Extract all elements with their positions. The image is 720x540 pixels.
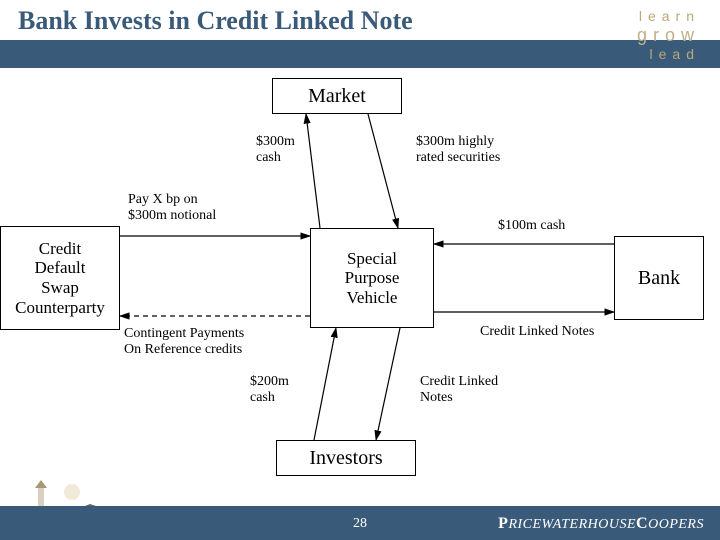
node-investors: Investors xyxy=(276,440,416,476)
tagline-lead: lead xyxy=(650,46,700,62)
diagram-area: Market CreditDefaultSwapCounterparty Speci… xyxy=(0,70,720,500)
edge-label: Pay X bp on$300m notional xyxy=(128,192,216,224)
edge-label: $300mcash xyxy=(256,134,295,166)
node-market: Market xyxy=(272,78,402,114)
tagline-learn: learn xyxy=(639,8,700,24)
edge-label: $300m highlyrated securities xyxy=(416,134,500,166)
footer-bar: 28 PRICEWATERHOUSECOOPERS xyxy=(0,506,720,540)
tagline: learn grow lead xyxy=(637,8,700,63)
page-title: Bank Invests in Credit Linked Note xyxy=(18,6,413,36)
edge xyxy=(368,114,398,228)
edge-label: $200mcash xyxy=(250,374,289,406)
edge xyxy=(306,114,320,228)
node-bank: Bank xyxy=(614,236,704,320)
page-number: 28 xyxy=(353,516,367,532)
edge-label: Credit Linked Notes xyxy=(480,324,594,340)
tagline-grow: grow xyxy=(637,25,700,45)
footer-brand: PRICEWATERHOUSECOOPERS xyxy=(498,515,704,533)
edge-label: $100m cash xyxy=(498,218,565,234)
edge xyxy=(376,328,400,440)
node-cds: CreditDefaultSwapCounterparty xyxy=(0,226,120,330)
edge-label: Credit LinkedNotes xyxy=(420,374,498,406)
edge-label: Contingent PaymentsOn Reference credits xyxy=(124,326,244,358)
edge xyxy=(314,328,336,440)
node-spv: SpecialPurposeVehicle xyxy=(310,228,434,328)
header-bar xyxy=(0,40,720,68)
